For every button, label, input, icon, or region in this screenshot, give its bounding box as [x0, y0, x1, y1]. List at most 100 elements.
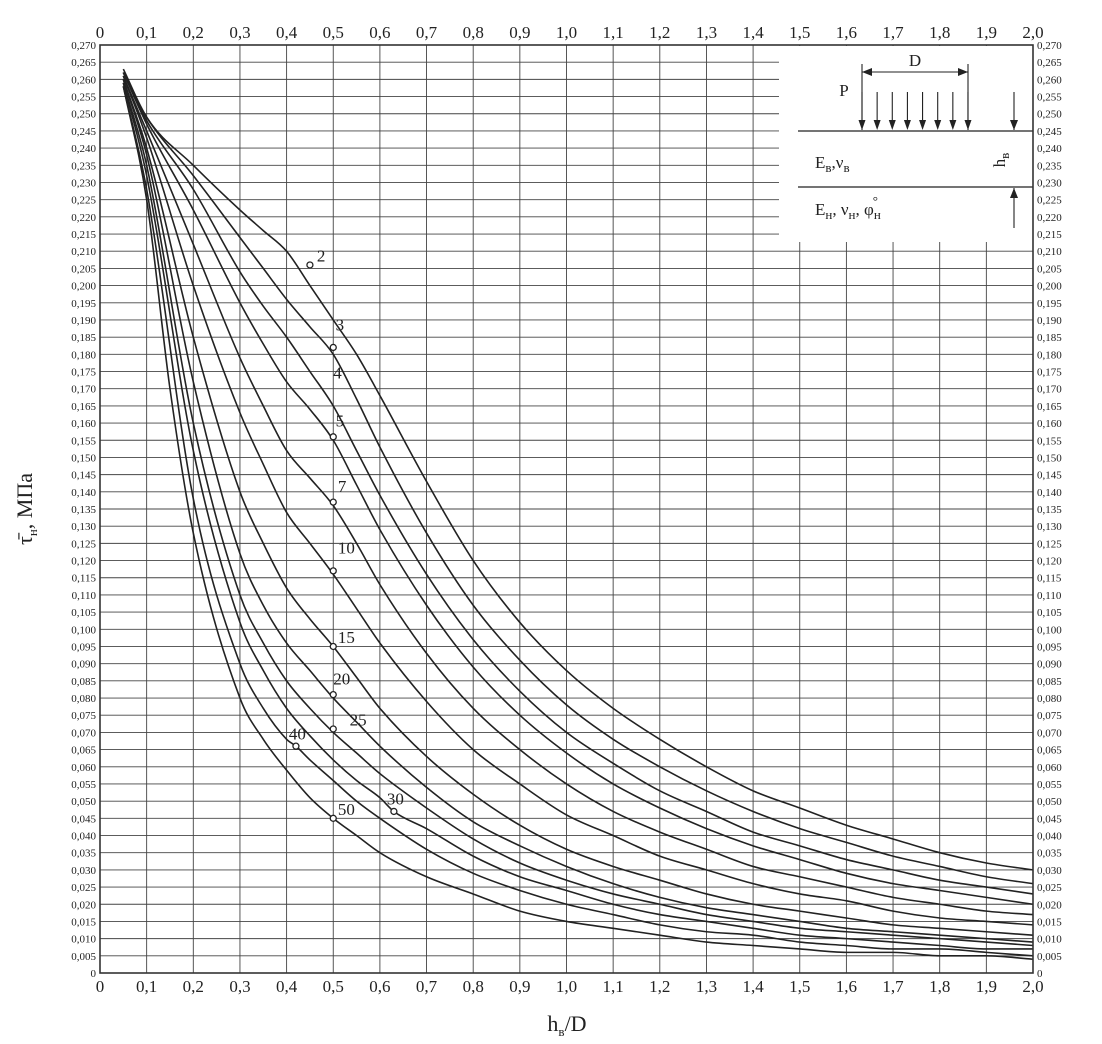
- y-tick-label-right: 0: [1037, 968, 1043, 980]
- y-tick-label-right: 0,205: [1037, 263, 1062, 275]
- y-tick-label-left: 0,110: [72, 590, 97, 602]
- y-tick-label-right: 0,195: [1037, 298, 1062, 310]
- load-arrow-head: [919, 120, 927, 130]
- y-tick-label-right: 0,070: [1037, 727, 1062, 739]
- curve-label-20: 20: [333, 669, 350, 688]
- x-tick-label-top: 2,0: [1022, 23, 1043, 42]
- y-tick-label-right: 0,065: [1037, 745, 1062, 757]
- y-tick-label-right: 0,115: [1037, 573, 1062, 585]
- curve-marker-25: [329, 725, 337, 733]
- x-tick-label-top: 1,2: [649, 23, 670, 42]
- y-tick-label-left: 0,225: [71, 195, 96, 207]
- curve-label-10: 10: [338, 539, 355, 558]
- y-tick-label-right: 0,185: [1037, 332, 1062, 344]
- y-tick-label-left: 0,195: [71, 298, 96, 310]
- x-tick-label-bottom: 1,0: [556, 977, 577, 996]
- load-arrow-head: [888, 120, 896, 130]
- y-tick-label-left: 0,020: [71, 899, 96, 911]
- x-tick-label-top: 1,5: [789, 23, 810, 42]
- load-arrow-head: [949, 120, 957, 130]
- y-tick-label-right: 0,250: [1037, 109, 1062, 121]
- y-tick-label-right: 0,170: [1037, 384, 1062, 396]
- y-tick-label-left: 0,170: [71, 384, 96, 396]
- y-tick-label-right: 0,255: [1037, 92, 1062, 104]
- x-tick-label-top: 1,4: [742, 23, 764, 42]
- x-tick-label-top: 0,8: [463, 23, 484, 42]
- y-tick-label-left: 0,115: [72, 573, 97, 585]
- curve-3: [122, 72, 1034, 885]
- y-tick-label-right: 0,075: [1037, 710, 1062, 722]
- y-tick-label-right: 0,085: [1037, 676, 1062, 688]
- y-tick-label-right: 0,120: [1037, 556, 1062, 568]
- curves: [122, 68, 1034, 961]
- x-tick-label-bottom: 0,6: [369, 977, 390, 996]
- y-tick-label-right: 0,090: [1037, 659, 1062, 671]
- x-tick-label-top: 0,7: [416, 23, 438, 42]
- y-tick-label-left: 0,145: [71, 470, 96, 482]
- y-tick-label-right: 0,220: [1037, 212, 1062, 224]
- y-tick-label-left: 0,045: [71, 813, 96, 825]
- x-tick-label-bottom: 0,7: [416, 977, 438, 996]
- curve-marker-50: [329, 814, 337, 822]
- y-tick-label-left: 0,085: [71, 676, 96, 688]
- load-arrows: [858, 92, 972, 130]
- x-tick-label-top: 0,1: [136, 23, 157, 42]
- x-tick-label-top: 1,8: [929, 23, 950, 42]
- curve-marker-7: [329, 498, 337, 506]
- y-tick-label-right: 0,190: [1037, 315, 1062, 327]
- x-tick-label-bottom: 1,7: [882, 977, 904, 996]
- h-arrow-bottom: [1010, 188, 1018, 198]
- y-tick-label-right: 0,110: [1037, 590, 1062, 602]
- y-tick-label-right: 0,210: [1037, 246, 1062, 258]
- y-tick-label-right: 0,020: [1037, 899, 1062, 911]
- curve-marker-15: [329, 642, 337, 651]
- x-tick-label-top: 1,1: [603, 23, 624, 42]
- y-tick-label-left: 0,055: [71, 779, 96, 791]
- y-tick-label-left: 0: [91, 968, 97, 980]
- x-tick-label-top: 0,5: [323, 23, 344, 42]
- curve-label-30: 30: [387, 790, 404, 809]
- curve-label-25: 25: [350, 711, 367, 730]
- curve-marker-10: [329, 567, 337, 575]
- y-tick-label-right: 0,150: [1037, 452, 1062, 464]
- x-tick-label-top: 1,6: [836, 23, 857, 42]
- curve-20: [122, 79, 1034, 943]
- y-tick-label-left: 0,240: [71, 143, 96, 155]
- curve-30: [122, 82, 1033, 950]
- y-tick-label-left: 0,265: [71, 57, 96, 69]
- curve-25: [122, 82, 1034, 947]
- x-tick-label-bottom: 1,8: [929, 977, 950, 996]
- y-tick-label-right: 0,240: [1037, 143, 1062, 155]
- x-tick-label-top: 1,3: [696, 23, 717, 42]
- curve-5: [122, 72, 1034, 906]
- y-tick-label-left: 0,105: [71, 607, 96, 619]
- y-tick-label-left: 0,125: [71, 538, 96, 550]
- curve-labels: 2 3 4 5 7 10 15 20 25 30 40 50: [289, 247, 404, 822]
- x-tick-label-top: 0: [96, 23, 105, 42]
- curve-label-4: 4: [333, 363, 342, 382]
- lower-layer-label: Eн, νн, φн°: [815, 193, 881, 222]
- y-tick-label-right: 0,095: [1037, 641, 1062, 653]
- y-tick-label-left: 0,060: [71, 762, 96, 774]
- y-tick-label-right: 0,140: [1037, 487, 1062, 499]
- x-tick-label-bottom: 0,1: [136, 977, 157, 996]
- curve-marker-3: [329, 343, 337, 352]
- x-tick-label-bottom: 1,4: [742, 977, 764, 996]
- y-tick-label-right: 0,025: [1037, 882, 1062, 894]
- d-arrow-right: [958, 68, 968, 76]
- y-tick-label-right: 0,030: [1037, 865, 1062, 877]
- curve-label-40: 40: [289, 724, 306, 743]
- x-tick-label-top: 1,0: [556, 23, 577, 42]
- x-tick-label-bottom: 1,5: [789, 977, 810, 996]
- x-tick-label-top: 0,2: [183, 23, 204, 42]
- h-label: hв: [990, 153, 1012, 168]
- x-tick-label-bottom: 1,3: [696, 977, 717, 996]
- y-tick-label-left: 0,010: [71, 934, 96, 946]
- y-tick-label-left: 0,200: [71, 281, 96, 293]
- x-tick-label-bottom: 0,5: [323, 977, 344, 996]
- y-tick-label-right: 0,215: [1037, 229, 1062, 241]
- x-tick-label-bottom: 1,6: [836, 977, 857, 996]
- y-tick-label-left: 0,040: [71, 831, 96, 843]
- y-tick-label-right: 0,040: [1037, 831, 1062, 843]
